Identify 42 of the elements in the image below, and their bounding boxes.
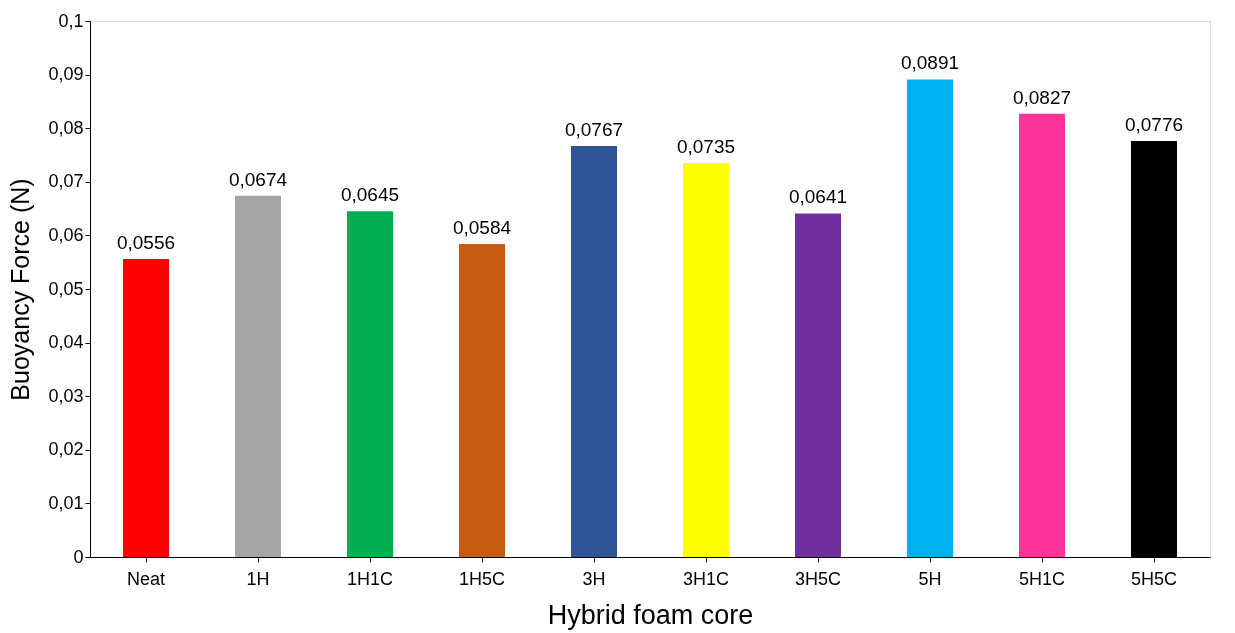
y-tick-label: 0,05 [48, 278, 84, 299]
bar [907, 79, 953, 557]
y-axis-title: Buoyancy Force (N) [6, 178, 35, 401]
y-tick-label: 0,06 [48, 224, 84, 245]
data-label: 0,0767 [564, 118, 624, 140]
x-tick-label: 1H5C [458, 568, 506, 589]
bar [795, 213, 841, 557]
data-label: 0,0827 [1012, 86, 1072, 108]
data-label: 0,0891 [900, 52, 960, 74]
x-tick-label: 3H [582, 568, 606, 589]
y-tick-label: 0 [73, 546, 84, 567]
data-label: 0,0556 [116, 231, 176, 253]
data-label: 0,0645 [340, 184, 400, 206]
x-tick-label: 3H1C [682, 568, 730, 589]
x-axis-title: Hybrid foam core [547, 599, 754, 630]
bar [571, 145, 617, 557]
data-label: 0,0735 [676, 136, 736, 158]
bar [459, 243, 505, 557]
data-label: 0,0776 [1124, 114, 1184, 136]
data-label: 0,0641 [788, 186, 848, 208]
x-tick-label: 5H5C [1130, 568, 1178, 589]
data-label: 0,0674 [228, 168, 288, 190]
bar [235, 195, 281, 557]
y-tick-label: 0,1 [58, 10, 84, 31]
bar [123, 258, 169, 557]
y-tick-label: 0,02 [48, 439, 84, 460]
bar [1019, 113, 1065, 557]
y-tick-label: 0,03 [48, 385, 84, 406]
x-tick-label: Neat [126, 568, 166, 589]
y-tick-label: 0,08 [48, 117, 84, 138]
y-tick-label: 0,09 [48, 64, 84, 85]
y-tick-label: 0,01 [48, 492, 84, 513]
y-tick-label: 0,07 [48, 171, 84, 192]
x-tick-label: 5H [918, 568, 942, 589]
x-tick-label: 1H [246, 568, 270, 589]
data-label: 0,0584 [452, 216, 512, 238]
x-tick-label: 3H5C [794, 568, 842, 589]
bar [683, 163, 729, 557]
x-tick-label: 5H1C [1018, 568, 1066, 589]
y-tick-label: 0,04 [48, 332, 84, 353]
bar [347, 211, 393, 557]
x-tick-label: 1H1C [346, 568, 394, 589]
